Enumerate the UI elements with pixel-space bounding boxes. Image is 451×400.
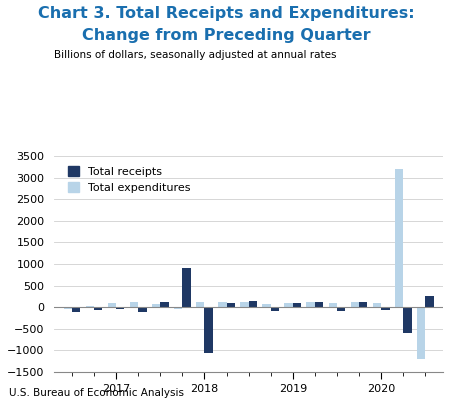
Bar: [226, 303, 235, 307]
Bar: [328, 303, 336, 307]
Bar: [270, 307, 278, 311]
Bar: [284, 303, 292, 307]
Bar: [152, 304, 160, 307]
Bar: [248, 301, 257, 307]
Bar: [138, 307, 146, 312]
Bar: [239, 302, 248, 307]
Bar: [372, 303, 380, 307]
Bar: [116, 307, 124, 309]
Bar: [416, 307, 424, 359]
Bar: [174, 307, 182, 309]
Bar: [380, 307, 389, 310]
Bar: [424, 296, 433, 307]
Bar: [358, 302, 367, 307]
Text: Change from Preceding Quarter: Change from Preceding Quarter: [82, 28, 369, 43]
Bar: [72, 307, 80, 312]
Bar: [262, 304, 270, 307]
Bar: [204, 307, 212, 352]
Bar: [314, 302, 322, 307]
Legend: Total receipts, Total expenditures: Total receipts, Total expenditures: [64, 162, 195, 198]
Bar: [196, 302, 204, 307]
Text: Billions of dollars, seasonally adjusted at annual rates: Billions of dollars, seasonally adjusted…: [54, 50, 336, 60]
Bar: [64, 307, 72, 309]
Bar: [160, 302, 168, 307]
Text: Chart 3. Total Receipts and Expenditures:: Chart 3. Total Receipts and Expenditures…: [37, 6, 414, 21]
Bar: [306, 302, 314, 307]
Bar: [292, 303, 300, 307]
Bar: [402, 307, 411, 333]
Bar: [129, 302, 138, 307]
Text: U.S. Bureau of Economic Analysis: U.S. Bureau of Economic Analysis: [9, 388, 184, 398]
Bar: [107, 303, 116, 307]
Bar: [85, 306, 94, 307]
Bar: [394, 169, 402, 307]
Bar: [336, 307, 345, 311]
Bar: [350, 302, 358, 307]
Bar: [94, 307, 102, 310]
Bar: [182, 268, 190, 307]
Bar: [218, 302, 226, 307]
